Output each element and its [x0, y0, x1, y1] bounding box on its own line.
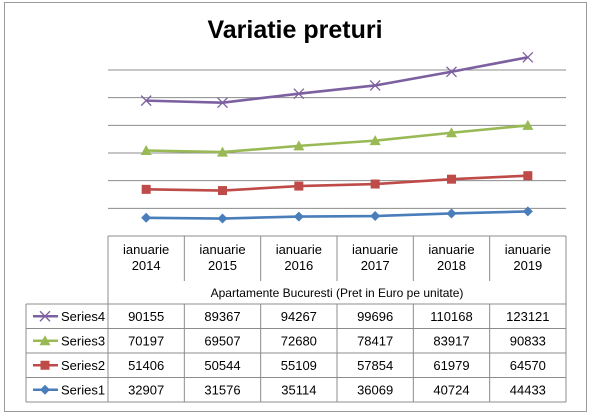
table-row-series3: Series3 70197 69507 72680 78417 83917 90833 [33, 333, 546, 348]
legend-marker-series3 [39, 335, 51, 346]
data-point-series4-1-stroke [217, 97, 228, 109]
data-label: 57854 [357, 358, 393, 373]
legend-marker-series2 [40, 360, 50, 370]
data-label: 51406 [128, 358, 164, 373]
x-tick-label: 2019 [513, 258, 542, 273]
table-row-series2: Series2 51406 50544 55109 57854 61979 64570 [33, 358, 546, 373]
data-point-series4-2 [293, 88, 305, 100]
data-point-series4-4 [446, 66, 457, 78]
series-series1 [141, 206, 533, 224]
x-axis-title: Apartamente Bucuresti (Pret in Euro pe u… [211, 286, 464, 300]
legend-marker-series4 [39, 310, 51, 322]
series-line-series2 [146, 174, 528, 192]
series-line-series1 [146, 210, 528, 220]
data-point-series2-2 [294, 181, 304, 191]
series-line-series3 [146, 124, 528, 154]
data-label: 90833 [510, 333, 546, 348]
x-tick-label: ianuarie [199, 242, 245, 257]
data-point-series4-4-stroke [446, 66, 457, 78]
data-label: 70197 [128, 333, 164, 348]
x-tick-label: ianuarie [505, 242, 551, 257]
data-point-series2-1 [218, 186, 227, 196]
x-tick-label: 2018 [437, 258, 466, 273]
x-tick-label: 2015 [208, 258, 237, 273]
data-point-series3-2 [293, 140, 305, 151]
data-point-series4-2-stroke [293, 88, 305, 100]
legend-marker-series4-stroke [39, 310, 51, 322]
x-tick-label: 2016 [284, 258, 313, 273]
legend-label-series4: Series4 [61, 309, 105, 324]
data-point-series2-4 [447, 174, 456, 184]
data-point-series1-5 [522, 206, 533, 217]
data-label: 35114 [281, 382, 316, 397]
table-row-series4: Series4 90155 89367 94267 99696 110168 123121 [33, 309, 550, 324]
legend-label-series3: Series3 [61, 333, 105, 348]
data-label: 36069 [357, 382, 393, 397]
data-point-series3-5 [522, 119, 534, 130]
x-tick-label: 2014 [132, 258, 161, 273]
data-point-series2-3 [370, 179, 380, 189]
series-series4 [140, 51, 534, 109]
data-label: 69507 [204, 333, 240, 348]
data-label: 61979 [433, 358, 469, 373]
data-point-series4-0 [140, 95, 152, 107]
data-label: 89367 [204, 309, 240, 324]
legend-label-series2: Series2 [61, 358, 105, 373]
data-label: 90155 [128, 309, 164, 324]
series-lines [140, 51, 534, 224]
x-tick-label: ianuarie [352, 242, 398, 257]
table-row-series1: Series1 32907 31576 35114 36069 40724 44433 [33, 382, 546, 397]
data-label: 94267 [281, 309, 317, 324]
data-point-series3-4 [446, 127, 457, 138]
data-point-series2-0 [141, 184, 151, 194]
data-point-series1-1 [217, 213, 228, 224]
data-point-series4-1 [217, 97, 228, 109]
data-point-series4-3-stroke [369, 80, 381, 91]
gridlines [108, 69, 566, 209]
data-label: 50544 [204, 358, 240, 373]
data-label: 99696 [357, 309, 393, 324]
data-label: 110168 [430, 309, 472, 324]
data-label: 32907 [128, 382, 164, 397]
data-label: 44433 [510, 382, 546, 397]
legend-label-series1: Series1 [61, 382, 105, 397]
data-label: 64570 [510, 358, 546, 373]
data-point-series1-3 [370, 211, 381, 222]
data-point-series2-5 [523, 171, 533, 181]
x-tick-label: ianuarie [276, 242, 322, 257]
data-point-series3-1 [217, 146, 228, 157]
data-table: Apartamente Bucuresti (Pret in Euro pe u… [25, 235, 567, 403]
data-point-series3-3 [369, 135, 381, 146]
data-point-series4-5-stroke [522, 51, 534, 63]
legend-marker-series1 [40, 384, 50, 395]
data-point-series1-2 [293, 211, 304, 222]
x-tick-label: ianuarie [123, 242, 169, 257]
x-tick-label: 2017 [361, 258, 390, 273]
data-point-series3-0 [140, 145, 152, 156]
chart-title: Variatie preturi [207, 16, 383, 44]
data-label: 78417 [357, 333, 393, 348]
data-label: 55109 [281, 358, 317, 373]
series-series2 [141, 171, 533, 196]
data-point-series4-5 [522, 51, 534, 63]
data-label: 40724 [433, 382, 469, 397]
data-point-series1-4 [446, 208, 457, 219]
data-point-series4-3 [369, 80, 381, 91]
data-label: 31576 [204, 382, 240, 397]
data-point-series1-0 [141, 212, 152, 223]
x-tick-label: ianuarie [428, 242, 474, 257]
data-label: 72680 [281, 333, 317, 348]
series-line-series4 [146, 56, 529, 104]
data-point-series4-0-stroke [140, 95, 152, 107]
data-label: 83917 [433, 333, 469, 348]
data-label: 123121 [506, 309, 549, 324]
series-series3 [140, 119, 534, 157]
